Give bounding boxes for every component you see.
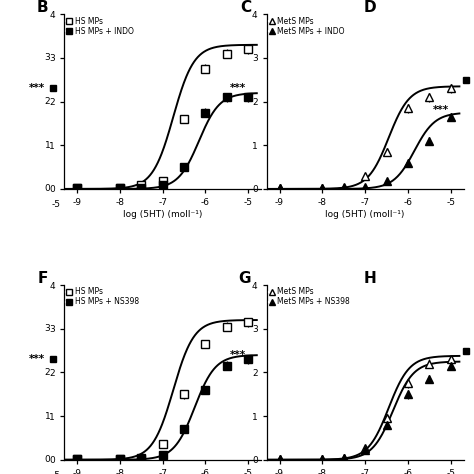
X-axis label: log (5HT) (moll⁻¹): log (5HT) (moll⁻¹) bbox=[326, 210, 405, 219]
Text: 0: 0 bbox=[45, 456, 50, 464]
Text: G: G bbox=[238, 271, 251, 286]
Text: B: B bbox=[36, 0, 48, 15]
Text: ***: *** bbox=[29, 83, 45, 93]
Text: C: C bbox=[240, 0, 251, 15]
Text: -5: -5 bbox=[51, 471, 60, 474]
Text: F: F bbox=[38, 271, 48, 286]
Text: ***: *** bbox=[433, 105, 449, 115]
Legend: HS MPs, HS MPs + NS398: HS MPs, HS MPs + NS398 bbox=[65, 287, 140, 307]
Text: ***: *** bbox=[230, 83, 246, 93]
Text: ***: *** bbox=[29, 354, 45, 365]
Text: 0: 0 bbox=[45, 184, 50, 193]
Text: 3: 3 bbox=[45, 54, 50, 63]
Text: 1: 1 bbox=[45, 411, 50, 420]
Legend: MetS MPs, MetS MPs + NS398: MetS MPs, MetS MPs + NS398 bbox=[268, 287, 351, 307]
Legend: HS MPs, HS MPs + INDO: HS MPs, HS MPs + INDO bbox=[65, 16, 135, 36]
Text: 2: 2 bbox=[45, 97, 50, 106]
Text: 3: 3 bbox=[45, 324, 50, 333]
Text: 1: 1 bbox=[45, 141, 50, 150]
Text: ***: *** bbox=[230, 350, 246, 360]
Text: D: D bbox=[364, 0, 376, 15]
Legend: MetS MPs, MetS MPs + INDO: MetS MPs, MetS MPs + INDO bbox=[268, 16, 346, 36]
X-axis label: log (5HT) (moll⁻¹): log (5HT) (moll⁻¹) bbox=[123, 210, 202, 219]
Text: -5: -5 bbox=[51, 200, 60, 209]
Text: 2: 2 bbox=[45, 368, 50, 377]
Text: H: H bbox=[364, 271, 376, 286]
